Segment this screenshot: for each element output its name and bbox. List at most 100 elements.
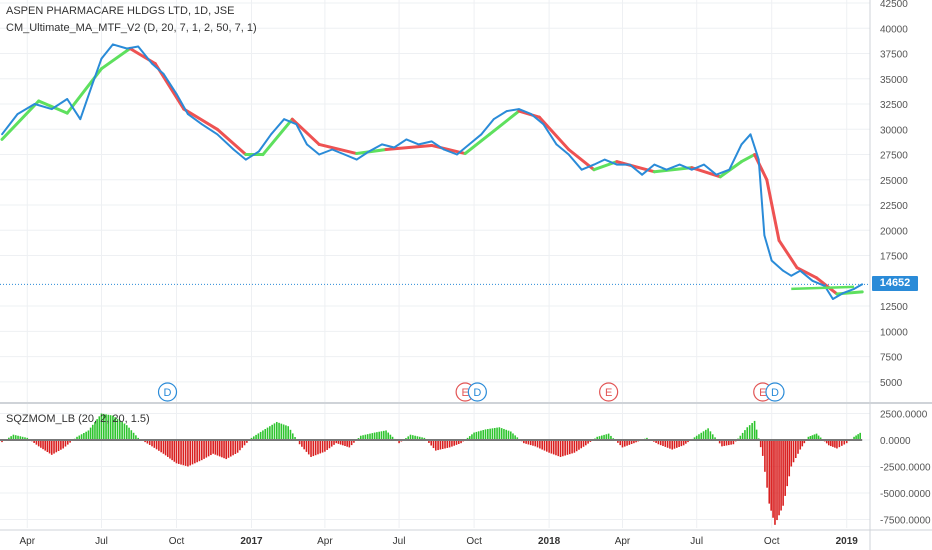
momentum-bar-330 bbox=[751, 423, 753, 440]
price-point-8 bbox=[111, 43, 114, 46]
momentum-bar-196 bbox=[446, 439, 449, 448]
price-line bbox=[1, 43, 864, 300]
momentum-bar-256 bbox=[582, 439, 585, 447]
momentum-bar-244 bbox=[555, 439, 557, 456]
event-label-5: D bbox=[771, 387, 779, 399]
momentum-bar-127 bbox=[289, 429, 292, 440]
momentum-bar-348 bbox=[788, 439, 791, 477]
momentum-bar-191 bbox=[434, 439, 437, 451]
momentum-bar-279 bbox=[635, 439, 637, 443]
momentum-tick-label-2: -2500.0000 bbox=[880, 463, 931, 474]
momentum-bar-181 bbox=[412, 435, 414, 440]
momentum-bar-66 bbox=[151, 439, 153, 447]
event-marker-earnings-3[interactable]: E bbox=[599, 382, 619, 402]
price-point-37 bbox=[480, 133, 483, 136]
oscillator-legend[interactable]: SQZMOM_LB (20, 2, 20, 1.5) bbox=[6, 413, 150, 425]
price-point-3 bbox=[50, 108, 53, 110]
momentum-bar-96 bbox=[218, 439, 221, 457]
momentum-bar-139 bbox=[317, 439, 319, 455]
momentum-bar-373 bbox=[841, 439, 843, 446]
momentum-bar-145 bbox=[330, 439, 333, 447]
momentum-bar-346 bbox=[784, 439, 786, 496]
momentum-bar-7 bbox=[17, 435, 19, 440]
momentum-bar-267 bbox=[607, 433, 610, 440]
momentum-bar-67 bbox=[153, 439, 156, 448]
price-point-18 bbox=[244, 158, 247, 161]
price-point-17 bbox=[232, 148, 235, 151]
price-point-58 bbox=[740, 143, 743, 146]
event-label-1: E bbox=[461, 387, 468, 399]
momentum-bar-370 bbox=[834, 439, 836, 448]
momentum-bar-208 bbox=[473, 432, 475, 440]
momentum-bar-275 bbox=[626, 439, 628, 446]
momentum-bar-355 bbox=[803, 439, 806, 444]
momentum-bar-164 bbox=[373, 432, 376, 440]
price-point-15 bbox=[200, 123, 203, 126]
symbol-title[interactable]: ASPEN PHARMACARE HLDGS LTD, 1D, JSE bbox=[6, 5, 235, 17]
momentum-bar-26 bbox=[60, 439, 62, 450]
momentum-bar-153 bbox=[348, 439, 351, 448]
momentum-bar-344 bbox=[780, 439, 782, 511]
momentum-bar-87 bbox=[198, 439, 201, 462]
momentum-bar-211 bbox=[480, 430, 482, 440]
price-point-27 bbox=[355, 158, 358, 161]
momentum-bar-257 bbox=[585, 439, 587, 446]
momentum-bar-381 bbox=[859, 432, 861, 440]
momentum-bar-198 bbox=[451, 439, 453, 447]
momentum-bar-194 bbox=[441, 439, 444, 450]
momentum-bar-193 bbox=[439, 439, 442, 450]
price-point-11 bbox=[151, 62, 153, 65]
momentum-bar-218 bbox=[496, 427, 498, 440]
momentum-bar-371 bbox=[836, 439, 838, 449]
event-marker-dividend-5[interactable]: D bbox=[765, 382, 785, 402]
event-marker-dividend-0[interactable]: D bbox=[157, 382, 178, 402]
momentum-bar-202 bbox=[460, 439, 462, 444]
momentum-bar-69 bbox=[158, 439, 160, 451]
momentum-bar-340 bbox=[772, 439, 774, 518]
momentum-bar-301 bbox=[685, 439, 687, 444]
momentum-bar-34 bbox=[78, 435, 81, 440]
momentum-bar-234 bbox=[532, 439, 534, 446]
momentum-bar-352 bbox=[797, 439, 799, 454]
momentum-bar-306 bbox=[695, 435, 698, 440]
momentum-bar-188 bbox=[428, 439, 430, 443]
momentum-bar-312 bbox=[709, 431, 712, 440]
momentum-tick-label-0: 2500.0000 bbox=[880, 409, 928, 420]
event-marker-dividend-2[interactable]: D bbox=[467, 382, 487, 402]
momentum-bar-151 bbox=[344, 439, 346, 446]
grid-lines bbox=[0, 0, 870, 528]
momentum-bar-291 bbox=[662, 439, 664, 446]
momentum-bar-131 bbox=[298, 439, 301, 445]
ma-segment-16 bbox=[488, 109, 521, 136]
price-point-48 bbox=[615, 163, 618, 166]
momentum-bar-60 bbox=[137, 437, 139, 440]
momentum-bar-360 bbox=[813, 434, 816, 440]
momentum-bar-21 bbox=[48, 439, 51, 454]
price-point-54 bbox=[690, 168, 693, 171]
time-tick-label-8: Apr bbox=[615, 536, 631, 547]
momentum-bar-140 bbox=[319, 439, 322, 454]
price-point-0 bbox=[1, 133, 3, 136]
momentum-bar-197 bbox=[448, 439, 451, 448]
momentum-bar-366 bbox=[825, 439, 828, 444]
momentum-bar-9 bbox=[21, 436, 24, 440]
momentum-bar-247 bbox=[562, 439, 564, 457]
momentum-bar-44 bbox=[100, 413, 103, 440]
momentum-bar-350 bbox=[792, 439, 795, 463]
momentum-bar-266 bbox=[605, 434, 608, 440]
momentum-bar-132 bbox=[301, 439, 303, 447]
price-tick-label-1: 40000 bbox=[880, 24, 908, 35]
momentum-bar-335 bbox=[761, 439, 764, 456]
momentum-bar-114 bbox=[259, 431, 262, 440]
momentum-bar-37 bbox=[85, 431, 87, 440]
indicator-legend[interactable]: CM_Ultimate_MA_MTF_V2 (D, 20, 7, 1, 2, 5… bbox=[6, 22, 257, 34]
momentum-bar-98 bbox=[223, 439, 225, 459]
momentum-bar-362 bbox=[817, 435, 820, 440]
momentum-bar-116 bbox=[264, 429, 267, 440]
price-point-1 bbox=[16, 113, 19, 116]
momentum-bar-230 bbox=[523, 439, 525, 444]
support-segment bbox=[791, 285, 855, 291]
momentum-bar-227 bbox=[516, 437, 519, 440]
